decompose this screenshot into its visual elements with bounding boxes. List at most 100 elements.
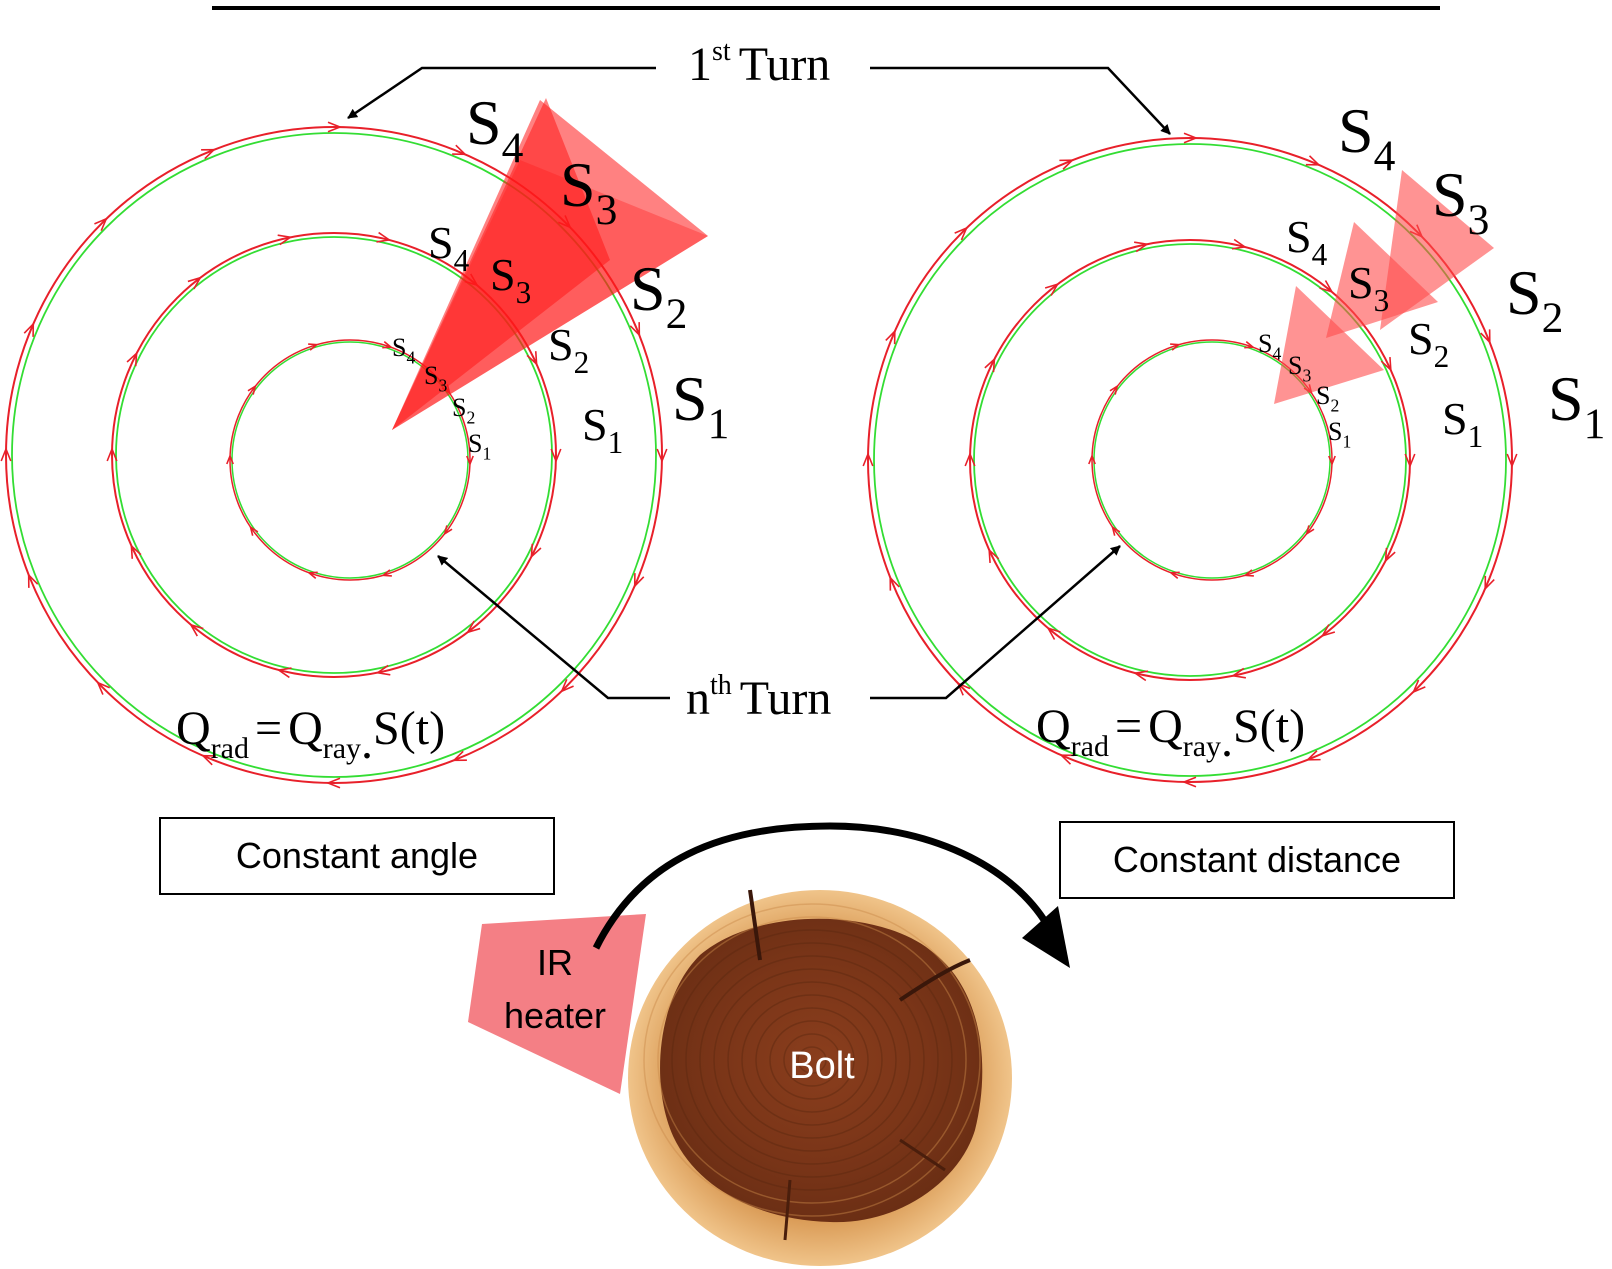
bolt-cross-section: Bolt <box>628 889 1012 1266</box>
right-middle-red <box>969 239 1411 681</box>
segment-label-s3: S3 <box>560 149 617 234</box>
direction-arrowhead <box>1170 343 1181 351</box>
direction-arrowhead <box>327 121 343 133</box>
direction-arrowhead <box>1134 241 1149 253</box>
segment-label-s3: S3 <box>1288 351 1311 385</box>
direction-arrowhead <box>200 754 216 766</box>
left-outer-green <box>11 132 657 778</box>
svg-text:Constant angle: Constant angle <box>236 835 478 876</box>
direction-arrowhead <box>560 678 574 693</box>
segment-label-s4: S4 <box>428 217 470 278</box>
segment-label-s2: S2 <box>630 253 687 338</box>
segment-label-s3: S3 <box>1432 159 1489 244</box>
segment-label-s3: S3 <box>490 249 531 310</box>
bolt-check-1 <box>748 889 762 961</box>
direction-arrowhead <box>1059 159 1075 170</box>
direction-arrowhead <box>862 451 874 467</box>
direction-arrowhead <box>27 572 39 588</box>
left-equation: Qrad = Qray.S(t) <box>176 702 445 769</box>
direction-arrowhead <box>984 357 996 373</box>
svg-text:Constant distance: Constant distance <box>1113 839 1401 880</box>
direction-arrowhead <box>633 573 645 589</box>
segment-label-s1: S1 <box>582 399 623 460</box>
direction-arrowhead <box>276 667 292 679</box>
direction-arrowhead <box>1305 155 1321 166</box>
growth-ring <box>685 942 939 1178</box>
direction-arrowhead <box>1088 453 1096 465</box>
left-inner-red <box>229 339 471 581</box>
direction-arrowhead <box>189 623 204 637</box>
segment-labels: S1S2S3S4S1S2S3S4S1S2S3S4S1S2S3S4S1S2S3S4… <box>392 87 1605 463</box>
direction-arrowhead <box>1231 667 1246 679</box>
left-middle-red <box>111 232 557 678</box>
direction-arrowhead <box>1044 282 1060 296</box>
direction-arrowhead <box>1320 624 1336 638</box>
direction-arrowhead <box>1404 453 1416 469</box>
growth-ring <box>769 1020 855 1100</box>
direction-arrowhead <box>1111 525 1121 536</box>
direction-arrowhead <box>988 548 1000 563</box>
direction-arrowhead <box>226 453 234 465</box>
direction-arrowhead <box>656 448 668 464</box>
right-inner-red <box>1091 339 1333 581</box>
constant-angle-box: Constant angle <box>159 817 555 895</box>
direction-arrowhead <box>1384 547 1396 563</box>
direction-arrowhead <box>1243 569 1254 577</box>
direction-arrowhead <box>530 543 542 559</box>
direction-arrowhead <box>23 321 35 337</box>
direction-arrowhead <box>308 343 319 351</box>
direction-arrowhead <box>964 451 976 467</box>
direction-arrowhead <box>1328 455 1336 467</box>
left-outer-red <box>5 126 663 784</box>
growth-ring <box>657 916 967 1204</box>
direction-arrowhead <box>277 234 293 246</box>
segment-label-s3: S3 <box>1348 257 1389 318</box>
svg-text:IR: IR <box>537 942 573 983</box>
right-ir-cones <box>1274 170 1494 404</box>
right-cone-inner <box>1274 286 1384 404</box>
direction-arrowhead <box>1231 238 1247 250</box>
direction-arrowhead <box>201 148 217 160</box>
bolt-label: Bolt <box>789 1045 855 1087</box>
segment-label-s1: S1 <box>468 429 491 463</box>
direction-arrowhead <box>466 455 474 467</box>
left-turn-circles <box>5 126 663 784</box>
direction-arrowhead <box>96 681 111 695</box>
direction-arrowhead <box>1411 679 1426 694</box>
right-middle-green <box>973 243 1407 677</box>
left-cone-s3 <box>392 100 708 430</box>
first-turn-arrow-right <box>870 66 1171 135</box>
direction-arrowhead <box>0 446 12 462</box>
direction-arrows <box>0 121 1518 789</box>
direction-arrowhead <box>307 571 318 580</box>
bolt-heartwood <box>660 918 983 1223</box>
direction-arrowhead <box>247 384 257 395</box>
right-outer-green <box>873 143 1507 777</box>
direction-arrowhead <box>889 575 900 591</box>
segment-label-s2: S2 <box>452 393 475 427</box>
segment-label-s2: S2 <box>1506 257 1563 342</box>
direction-arrowhead <box>381 569 392 577</box>
segment-label-s4: S4 <box>466 87 524 172</box>
direction-arrowhead <box>187 276 202 290</box>
svg-text:heater: heater <box>504 995 606 1036</box>
rotation-arrow <box>592 822 1070 968</box>
segment-label-s1: S1 <box>1328 417 1351 451</box>
direction-arrowhead <box>1046 626 1061 640</box>
direction-arrowhead <box>1183 132 1199 144</box>
direction-arrowhead <box>1181 776 1197 788</box>
direction-arrowhead <box>526 351 538 367</box>
direction-arrowhead <box>1169 571 1180 580</box>
growth-ring <box>713 968 911 1152</box>
direction-arrowhead <box>550 448 562 464</box>
direction-arrowhead <box>451 750 467 762</box>
direction-arrowhead <box>1244 340 1255 349</box>
svg-text:Qrad=Qray.S(t): Qrad = Qray.S(t) <box>176 702 445 769</box>
direction-arrowhead <box>249 525 259 536</box>
direction-arrowhead <box>1380 357 1392 372</box>
growth-ring <box>671 929 953 1191</box>
direction-arrowhead <box>1506 453 1518 469</box>
first-turn-label: 1st Turn <box>347 36 1171 135</box>
